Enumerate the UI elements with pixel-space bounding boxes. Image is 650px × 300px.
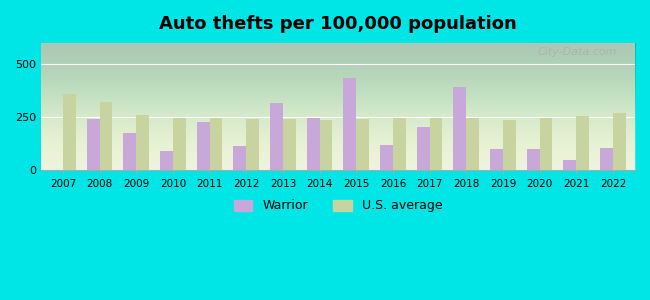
Bar <box>466 118 479 170</box>
Bar <box>99 102 112 170</box>
Bar <box>540 118 552 170</box>
Bar <box>233 146 246 170</box>
Bar <box>613 113 626 170</box>
Bar <box>63 94 76 170</box>
Bar <box>564 160 577 170</box>
Bar <box>527 149 540 170</box>
Bar <box>136 115 149 170</box>
Bar <box>600 148 613 170</box>
Bar <box>270 103 283 170</box>
Bar <box>307 118 320 170</box>
Bar <box>197 122 210 170</box>
Bar <box>454 88 466 170</box>
Bar <box>343 78 356 170</box>
Bar <box>283 119 296 170</box>
Bar <box>160 151 173 170</box>
Bar <box>380 145 393 170</box>
Text: City-Data.com: City-Data.com <box>538 47 618 57</box>
Bar <box>87 119 99 170</box>
Legend: Warrior, U.S. average: Warrior, U.S. average <box>229 194 447 218</box>
Bar <box>430 118 443 170</box>
Bar <box>210 118 222 170</box>
Bar <box>356 119 369 170</box>
Bar <box>490 149 503 170</box>
Bar <box>503 120 516 170</box>
Bar <box>577 116 589 170</box>
Title: Auto thefts per 100,000 population: Auto thefts per 100,000 population <box>159 15 517 33</box>
Bar <box>173 118 186 170</box>
Bar <box>417 127 430 170</box>
Bar <box>246 119 259 170</box>
Bar <box>124 133 136 170</box>
Bar <box>393 118 406 170</box>
Bar <box>320 120 333 170</box>
